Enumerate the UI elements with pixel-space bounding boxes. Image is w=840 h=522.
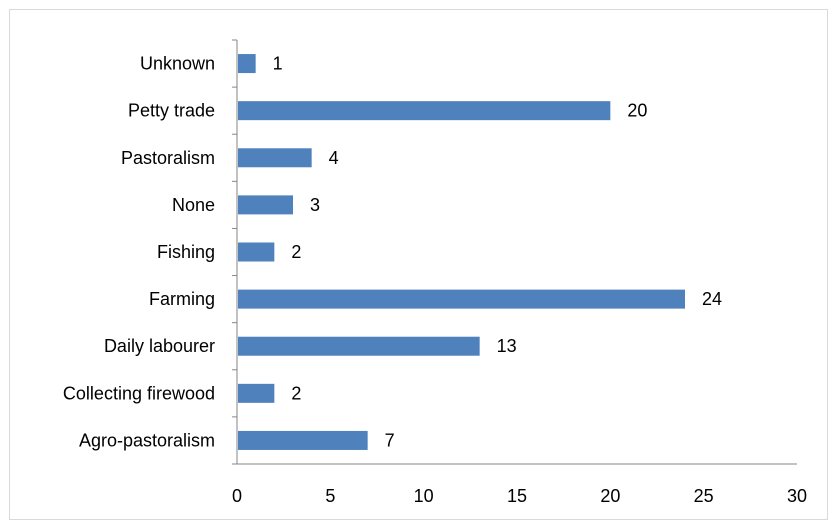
category-label: Farming [149, 289, 215, 309]
category-label: Petty trade [128, 101, 215, 121]
x-tick-label: 20 [600, 486, 620, 506]
data-label: 2 [291, 242, 301, 262]
data-label: 7 [385, 430, 395, 450]
data-label: 1 [273, 54, 283, 74]
category-label: Collecting firewood [63, 383, 215, 403]
bar [238, 54, 256, 74]
bar [238, 148, 312, 168]
axes-group [232, 39, 797, 465]
x-tick-label: 30 [787, 486, 807, 506]
x-tick-label: 10 [414, 486, 434, 506]
chart-frame [9, 9, 828, 520]
category-label: Fishing [157, 242, 215, 262]
bar [238, 195, 293, 215]
data-label: 3 [310, 195, 320, 215]
category-label: Daily labourer [104, 336, 215, 356]
data-label: 24 [702, 289, 722, 309]
x-tick-label: 15 [507, 486, 527, 506]
data-label: 13 [497, 336, 517, 356]
bars-group [238, 54, 685, 450]
data-label: 2 [291, 383, 301, 403]
category-label: Unknown [140, 54, 215, 74]
x-tick-label: 25 [694, 486, 714, 506]
category-label: Pastoralism [121, 148, 215, 168]
bar [238, 101, 611, 121]
bar [238, 383, 275, 403]
category-label: Agro-pastoralism [79, 430, 215, 450]
data-label: 4 [329, 148, 339, 168]
x-tick-label: 5 [325, 486, 335, 506]
category-label: None [172, 195, 215, 215]
x-tick-label: 0 [232, 486, 242, 506]
bar [238, 242, 275, 262]
bar [238, 289, 685, 309]
bar [238, 336, 480, 356]
data-label: 20 [627, 101, 647, 121]
bar [238, 430, 368, 450]
